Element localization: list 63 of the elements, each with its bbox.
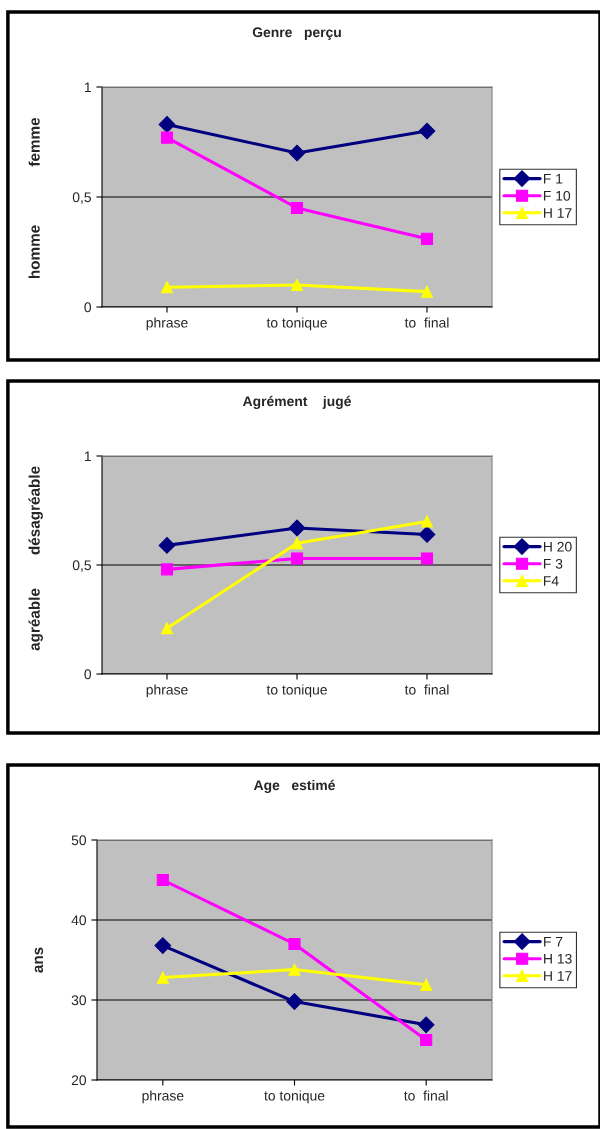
point bbox=[156, 971, 169, 984]
point bbox=[418, 526, 436, 543]
legend-label: H 20 bbox=[543, 541, 572, 552]
x-tick-label: to final bbox=[404, 684, 449, 695]
point bbox=[290, 278, 304, 292]
y-tick-label: 0,5 bbox=[72, 560, 91, 572]
y-tick-label: 40 bbox=[71, 915, 87, 926]
y-tick-label: 30 bbox=[71, 995, 87, 1006]
point bbox=[420, 232, 434, 245]
point bbox=[160, 281, 174, 294]
point bbox=[290, 201, 304, 215]
x-tick-label: to tonique bbox=[266, 317, 327, 331]
point bbox=[420, 978, 433, 991]
x-tick-label: phrase bbox=[146, 317, 188, 331]
point bbox=[160, 622, 174, 635]
x-tick-label: to tonique bbox=[266, 684, 327, 698]
point bbox=[160, 131, 174, 144]
text: homme bbox=[28, 225, 40, 279]
y-tick-label: 20 bbox=[71, 1075, 87, 1086]
x-tick-label: phrase bbox=[146, 684, 188, 698]
point bbox=[158, 116, 176, 133]
point bbox=[290, 552, 304, 565]
y-tick-label: 0 bbox=[84, 302, 92, 313]
point bbox=[288, 963, 301, 976]
legend-label: H 13 bbox=[544, 953, 572, 964]
y-tick-label: 1 bbox=[84, 451, 91, 462]
point bbox=[420, 1033, 433, 1047]
point bbox=[286, 993, 303, 1010]
legend-label: H 17 bbox=[543, 208, 572, 218]
chart-title: Age estimé bbox=[253, 779, 335, 793]
point bbox=[420, 285, 434, 298]
x-tick-label: phrase bbox=[142, 1090, 184, 1104]
point bbox=[290, 537, 304, 550]
x-tick-label: to tonique bbox=[264, 1090, 325, 1104]
legend-label: H 17 bbox=[544, 971, 572, 981]
chart-title: Agrément jugé bbox=[242, 395, 351, 409]
point bbox=[158, 537, 176, 554]
text: désagréable bbox=[28, 466, 43, 555]
point bbox=[154, 937, 172, 954]
point bbox=[156, 873, 169, 887]
point bbox=[288, 144, 306, 162]
point bbox=[288, 937, 301, 951]
y-tick-label: 0,5 bbox=[72, 192, 91, 204]
point bbox=[418, 122, 436, 140]
point bbox=[420, 552, 434, 565]
legend-label: F 7 bbox=[544, 936, 563, 947]
x-tick-label: to final bbox=[403, 1090, 448, 1101]
chart-title: Genre perçu bbox=[252, 27, 341, 40]
point bbox=[288, 519, 306, 537]
y-tick-label: 0 bbox=[84, 669, 92, 680]
legend-label: F4 bbox=[543, 576, 559, 586]
text: agréable bbox=[28, 588, 43, 651]
legend-label: F 3 bbox=[543, 558, 563, 569]
y-tick-label: 1 bbox=[84, 82, 91, 93]
point bbox=[417, 1016, 435, 1034]
legend-label: F 10 bbox=[543, 190, 571, 201]
text: femme bbox=[28, 117, 40, 167]
point bbox=[420, 515, 434, 528]
y-axis-title: ans bbox=[34, 947, 44, 973]
point bbox=[160, 563, 174, 576]
x-tick-label: to final bbox=[404, 317, 449, 328]
legend-label: F 1 bbox=[543, 173, 563, 184]
y-tick-label: 50 bbox=[71, 835, 87, 846]
